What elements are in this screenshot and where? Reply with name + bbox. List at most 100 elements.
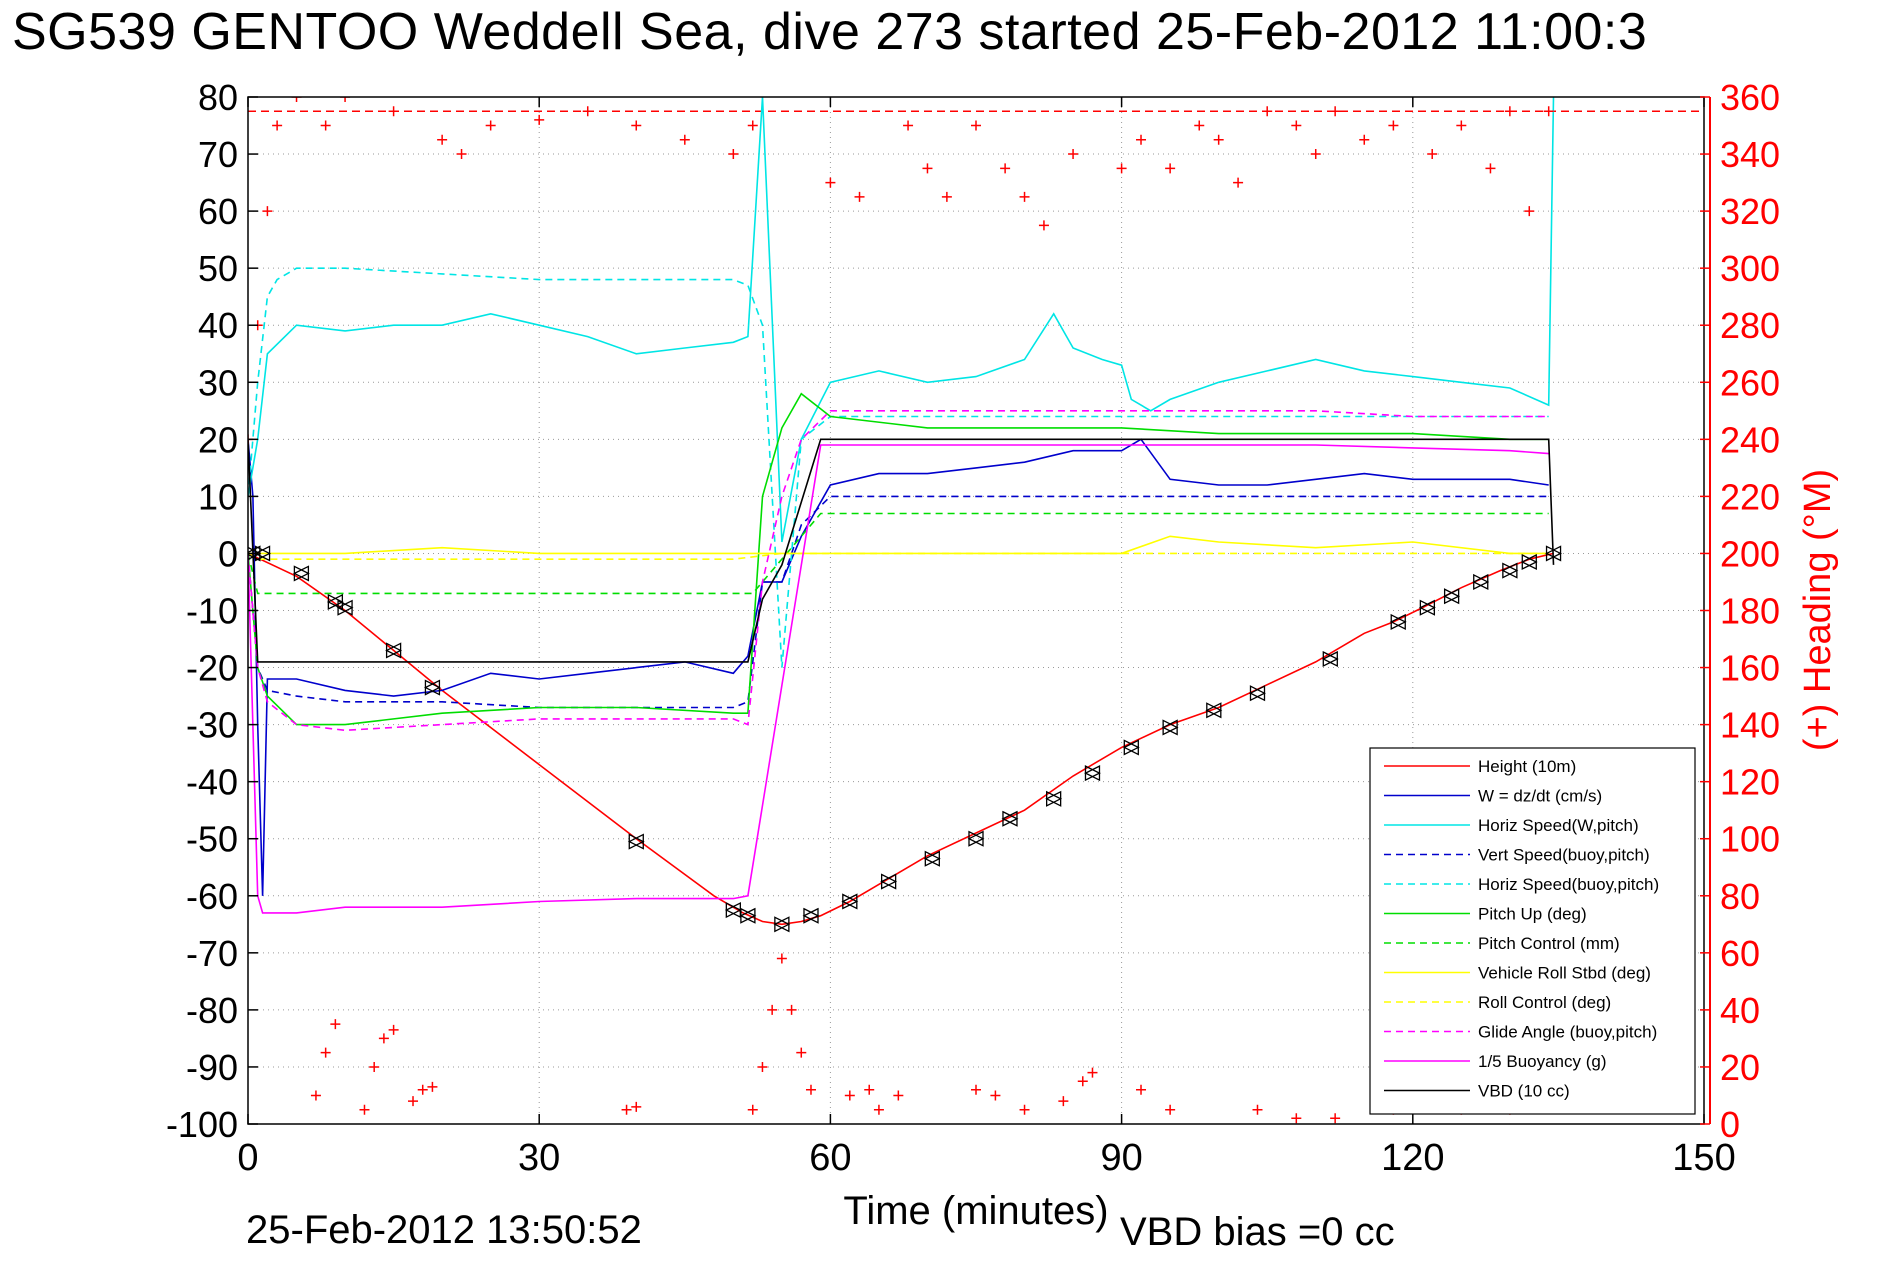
height-marker — [1389, 613, 1406, 630]
heading-point — [388, 106, 399, 117]
heading-point — [796, 1047, 807, 1058]
heading-point — [1165, 163, 1176, 174]
y-tick-label: -70 — [186, 933, 238, 974]
heading-point — [1291, 1113, 1302, 1124]
height-marker — [1045, 790, 1062, 807]
heading-point — [844, 1090, 855, 1101]
series-line-7 — [248, 535, 1549, 555]
y-tick-label: -60 — [186, 876, 238, 917]
heading-point — [485, 120, 496, 131]
heading-point — [631, 120, 642, 131]
legend-label: Height (10m) — [1478, 757, 1576, 776]
height-marker — [1205, 702, 1222, 719]
y2-tick-label: 340 — [1720, 134, 1780, 175]
y2-tick-label: 140 — [1720, 705, 1780, 746]
y-tick-label: -90 — [186, 1047, 238, 1088]
height-marker — [1122, 739, 1139, 756]
heading-point — [291, 97, 302, 102]
y-tick-label: 10 — [198, 476, 238, 517]
heading-point — [864, 1084, 875, 1095]
y-tick-label: -20 — [186, 648, 238, 689]
height-marker — [1249, 685, 1266, 702]
height-marker — [923, 850, 940, 867]
legend: Height (10m) W = dz/dt (cm/s) Horiz Speed(… — [1369, 747, 1696, 1115]
height-marker — [1321, 650, 1338, 668]
heading-point — [320, 120, 331, 131]
heading-point — [1000, 163, 1011, 174]
heading-point — [631, 1101, 642, 1112]
legend-label: Roll Control (deg) — [1478, 993, 1611, 1012]
heading-point — [427, 1081, 438, 1092]
legend-label: 1/5 Buoyancy (g) — [1478, 1052, 1607, 1071]
height-marker — [293, 565, 310, 582]
y-tick-label: 20 — [198, 419, 238, 460]
heading-point — [941, 191, 952, 202]
heading-point — [1427, 149, 1438, 160]
y2-tick-label: 0 — [1720, 1104, 1740, 1145]
height-marker — [1443, 588, 1460, 605]
heading-point — [310, 1090, 321, 1101]
heading-point — [757, 1061, 768, 1072]
heading-point — [1504, 106, 1515, 117]
y-tick-label: -10 — [186, 591, 238, 632]
heading-point — [1388, 120, 1399, 131]
series-line-2 — [248, 97, 1555, 543]
series-line-3 — [248, 495, 1549, 709]
heading-point — [621, 1104, 632, 1115]
y-tick-label: 80 — [198, 77, 238, 118]
height-marker — [254, 545, 271, 562]
y2-tick-label: 200 — [1720, 533, 1780, 574]
legend-label: Glide Angle (buoy,pitch) — [1478, 1023, 1657, 1042]
y-tick-label: 60 — [198, 191, 238, 232]
y2-axis-label: (+) Heading (°M) — [1797, 469, 1839, 751]
heading-point — [417, 1084, 428, 1095]
heading-point — [1068, 149, 1079, 160]
plot-area — [248, 97, 1704, 1124]
x-tick-label: 60 — [809, 1137, 851, 1179]
heading-point — [1019, 191, 1030, 202]
y2-tick-label: 20 — [1720, 1047, 1760, 1088]
heading-point — [767, 1004, 778, 1015]
height-marker — [1521, 553, 1538, 571]
heading-point — [1359, 134, 1370, 145]
height-marker — [292, 565, 310, 582]
x-tick-label: 0 — [237, 1137, 258, 1179]
height-marker — [802, 907, 819, 924]
heading-point — [893, 1090, 904, 1101]
height-marker — [1520, 553, 1537, 571]
legend-label: VBD (10 cc) — [1478, 1082, 1570, 1101]
height-marker — [1084, 765, 1101, 782]
height-marker — [880, 873, 897, 890]
heading-point — [369, 1061, 380, 1072]
x-tick-label: 30 — [518, 1137, 560, 1179]
heading-point — [1058, 1096, 1069, 1107]
height-marker — [1001, 810, 1018, 827]
heading-point — [408, 1096, 419, 1107]
heading-point — [990, 1090, 1001, 1101]
y-tick-label: -50 — [186, 819, 238, 860]
series-line-10 — [248, 444, 1549, 914]
y-tick-label: 70 — [198, 134, 238, 175]
series-line-11 — [248, 438, 1555, 663]
heading-point — [1136, 134, 1147, 145]
heading-point — [1165, 1104, 1176, 1115]
heading-point — [854, 191, 865, 202]
series-line-6 — [248, 512, 1549, 595]
heading-point — [825, 177, 836, 188]
series-line-8 — [248, 552, 1549, 561]
height-marker — [773, 916, 790, 933]
heading-point — [1233, 177, 1244, 188]
heading-point — [1291, 120, 1302, 131]
height-marker — [248, 545, 261, 562]
y2-tick-label: 80 — [1720, 876, 1760, 917]
series-line-0 — [248, 552, 1554, 926]
heading-point — [330, 1019, 341, 1030]
height-marker — [1249, 685, 1266, 702]
y2-tick-label: 280 — [1720, 305, 1780, 346]
legend-label: Horiz Speed(W,pitch) — [1478, 816, 1639, 835]
y2-tick-label: 320 — [1720, 191, 1780, 232]
heading-point — [786, 1004, 797, 1015]
x-tick-label: 150 — [1672, 1137, 1735, 1179]
y2-tick-label: 40 — [1720, 990, 1760, 1031]
